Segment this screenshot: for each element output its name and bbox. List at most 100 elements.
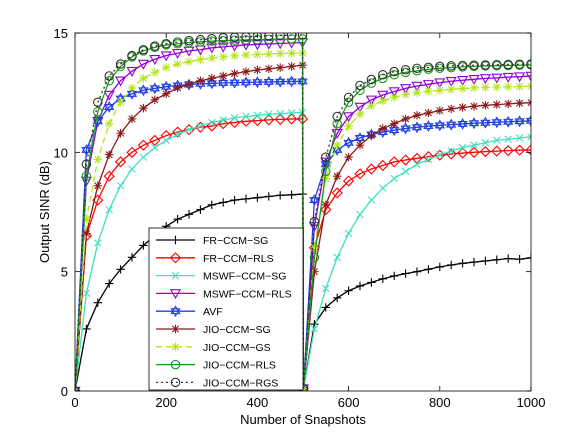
data-point <box>161 80 172 93</box>
data-point <box>116 98 125 107</box>
data-point <box>139 103 148 113</box>
data-point <box>458 84 467 93</box>
data-point <box>436 150 444 159</box>
data-point <box>411 81 423 92</box>
legend-item: FR−CCM−SG <box>156 235 268 247</box>
data-point <box>116 181 125 190</box>
data-point <box>162 136 170 145</box>
data-point <box>435 106 444 115</box>
data-point <box>184 35 194 46</box>
x-tick-label: 200 <box>155 395 177 410</box>
data-point <box>333 140 342 150</box>
data-point <box>515 82 524 91</box>
data-point <box>481 256 490 266</box>
data-point <box>379 184 387 192</box>
data-point <box>447 104 456 114</box>
data-point <box>321 174 330 183</box>
data-point <box>378 96 387 106</box>
data-point <box>457 118 468 130</box>
data-point <box>422 151 435 163</box>
data-point <box>411 152 423 164</box>
legend-label: JIO−CCM−RLS <box>203 360 276 372</box>
data-point <box>309 194 320 206</box>
data-point <box>446 118 457 131</box>
data-point <box>253 111 262 120</box>
data-point <box>354 168 366 180</box>
data-point <box>332 118 342 129</box>
series-line <box>75 34 531 391</box>
x-tick-label: 800 <box>429 395 451 410</box>
data-point <box>504 82 513 91</box>
data-point <box>162 63 171 72</box>
data-point <box>457 60 468 71</box>
x-tick-label: 0 <box>71 395 78 410</box>
data-point <box>504 254 513 263</box>
data-point <box>230 51 239 60</box>
data-point <box>252 76 263 89</box>
data-point <box>514 72 526 83</box>
data-point <box>491 116 502 129</box>
data-point <box>184 80 194 89</box>
data-point <box>229 35 240 45</box>
data-point <box>195 34 206 45</box>
data-point <box>149 134 161 147</box>
legend-swatch-marker <box>170 359 181 370</box>
data-point <box>413 160 421 169</box>
data-point <box>411 121 423 134</box>
data-point <box>458 259 467 268</box>
data-point <box>114 156 127 168</box>
data-point <box>287 49 296 58</box>
data-point <box>287 190 296 200</box>
legend-swatch-marker <box>170 377 181 388</box>
data-point <box>265 110 273 118</box>
data-point <box>217 42 229 53</box>
data-point <box>401 269 410 278</box>
data-point <box>207 33 217 44</box>
data-point <box>264 49 273 59</box>
data-point <box>526 253 531 263</box>
data-point <box>321 152 331 162</box>
data-point <box>504 135 512 143</box>
data-point <box>389 66 399 77</box>
data-point <box>94 239 102 247</box>
plot-frame <box>74 32 532 392</box>
data-point <box>276 63 285 72</box>
data-point <box>367 131 376 140</box>
data-point <box>207 36 217 46</box>
data-point <box>456 147 469 159</box>
data-point <box>127 114 137 124</box>
data-point <box>344 229 353 238</box>
data-point <box>310 243 319 252</box>
data-point <box>275 75 286 88</box>
data-point <box>514 115 525 128</box>
data-point <box>525 144 531 156</box>
data-point <box>513 144 526 156</box>
data-point <box>217 118 229 130</box>
data-point <box>469 60 479 70</box>
data-point <box>253 193 262 202</box>
data-point <box>161 38 171 49</box>
data-point <box>355 85 365 96</box>
data-point <box>241 33 251 42</box>
x-tick-label: 1000 <box>517 395 546 410</box>
data-point <box>503 59 513 70</box>
data-point <box>355 281 365 291</box>
data-point <box>138 44 149 55</box>
data-point <box>447 85 456 94</box>
data-point <box>171 126 184 138</box>
data-point <box>127 253 137 262</box>
data-point <box>401 114 410 124</box>
data-point <box>366 78 377 88</box>
x-tick-label: 400 <box>247 395 269 410</box>
data-point <box>172 49 184 60</box>
data-point <box>126 66 138 77</box>
series-layer <box>75 33 531 391</box>
data-point <box>219 198 228 207</box>
data-point <box>196 122 205 130</box>
y-tick-label: 15 <box>54 26 68 41</box>
y-tick-label: 5 <box>61 265 68 280</box>
data-point <box>173 59 182 69</box>
data-point <box>333 293 342 303</box>
data-point <box>447 147 455 155</box>
data-point <box>424 87 433 96</box>
